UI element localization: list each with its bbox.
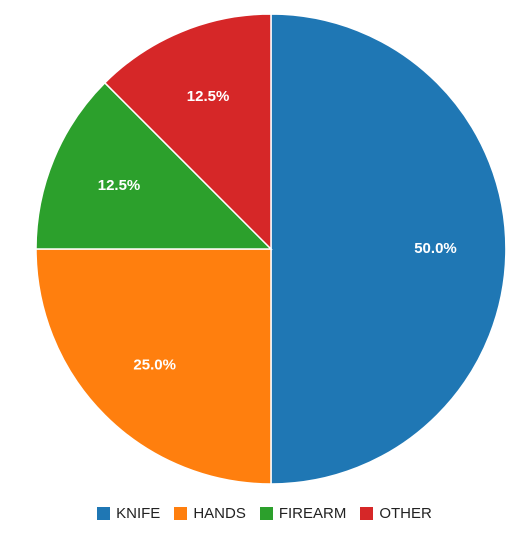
slice-label-firearm: 12.5% — [98, 177, 141, 194]
slice-label-other: 12.5% — [187, 88, 230, 105]
legend-item-hands[interactable]: HANDS — [174, 505, 246, 522]
legend-label-firearm: FIREARM — [278, 505, 347, 522]
legend-swatch-firearm — [259, 507, 273, 520]
pie-slice-knife[interactable] — [270, 13, 507, 485]
pie-chart-svg: 50.0% 25.0% 12.5% 12.5% — [35, 13, 507, 485]
legend-label-knife: KNIFE — [116, 505, 161, 522]
legend-swatch-hands — [174, 507, 188, 520]
legend: KNIFE HANDS FIREARM OTHER — [0, 505, 529, 522]
pie-slice-other[interactable] — [103, 13, 272, 251]
legend-label-hands: HANDS — [193, 505, 246, 522]
legend-item-knife[interactable]: KNIFE — [97, 505, 160, 522]
pie-slice-hands[interactable] — [35, 248, 272, 485]
slice-label-knife: 50.0% — [414, 240, 457, 257]
legend-swatch-other — [360, 507, 374, 520]
slice-label-hands: 25.0% — [133, 356, 176, 373]
legend-label-other: OTHER — [379, 505, 432, 522]
legend-item-other[interactable]: OTHER — [360, 505, 432, 522]
legend-item-firearm[interactable]: FIREARM — [259, 505, 347, 522]
legend-swatch-knife — [97, 507, 111, 520]
pie-slice-firearm[interactable] — [35, 81, 273, 250]
